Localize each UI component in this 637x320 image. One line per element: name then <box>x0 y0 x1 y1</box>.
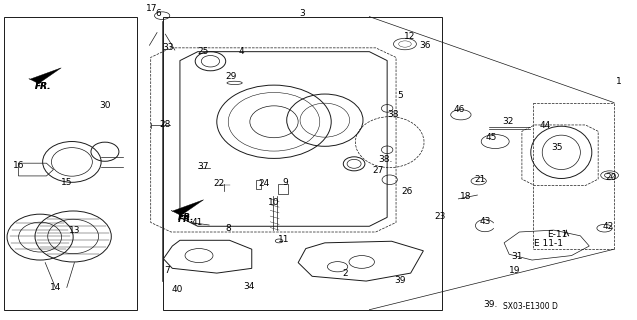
Text: E 11-1: E 11-1 <box>534 239 563 248</box>
Text: 5: 5 <box>397 91 403 100</box>
Text: 10: 10 <box>268 197 280 206</box>
Text: 17: 17 <box>147 4 158 13</box>
Text: 29: 29 <box>225 72 236 81</box>
Text: 46: 46 <box>454 105 465 114</box>
Text: 11: 11 <box>278 235 290 244</box>
Text: 44: 44 <box>539 121 550 130</box>
Text: 25: 25 <box>197 46 208 56</box>
Text: FR.: FR. <box>35 82 52 91</box>
Text: 32: 32 <box>502 117 513 126</box>
Text: 37: 37 <box>197 162 208 171</box>
Bar <box>278 184 288 194</box>
Text: 40: 40 <box>172 285 183 294</box>
Text: 14: 14 <box>50 283 61 292</box>
Text: FR.: FR. <box>177 213 194 222</box>
Bar <box>533 103 614 249</box>
Text: 24: 24 <box>258 179 269 188</box>
Text: 1: 1 <box>615 77 621 86</box>
Text: 39.: 39. <box>483 300 497 308</box>
Text: 4: 4 <box>238 47 244 56</box>
Text: 30: 30 <box>99 101 111 110</box>
Bar <box>163 17 443 310</box>
Text: 33: 33 <box>162 43 175 52</box>
Text: 8: 8 <box>225 224 231 233</box>
Text: 27: 27 <box>373 166 384 175</box>
Text: E-11: E-11 <box>547 230 568 239</box>
Text: 35: 35 <box>552 143 563 152</box>
Text: 45: 45 <box>485 132 497 141</box>
Text: SX03-E1300 D: SX03-E1300 D <box>503 302 558 311</box>
Text: 26: 26 <box>402 188 413 196</box>
Text: 41: 41 <box>192 218 203 227</box>
Text: 2: 2 <box>342 269 348 278</box>
Text: 38: 38 <box>388 110 399 119</box>
Text: 13: 13 <box>69 226 80 235</box>
Bar <box>4 17 138 310</box>
Text: 28: 28 <box>159 120 170 129</box>
Text: FR.: FR. <box>35 82 52 91</box>
Text: 39: 39 <box>394 276 406 285</box>
Text: 23: 23 <box>435 212 447 220</box>
Text: 42: 42 <box>603 222 614 231</box>
Text: 43: 43 <box>480 217 490 226</box>
Text: 16: 16 <box>13 161 24 170</box>
Text: 36: 36 <box>420 41 431 50</box>
Polygon shape <box>29 68 61 84</box>
Text: 18: 18 <box>460 192 472 201</box>
Text: 31: 31 <box>511 252 522 261</box>
Text: 7: 7 <box>164 266 170 276</box>
Text: 22: 22 <box>214 179 225 188</box>
Text: 21: 21 <box>475 175 485 184</box>
Text: 19: 19 <box>508 266 520 276</box>
Text: 15: 15 <box>61 179 73 188</box>
Text: 9: 9 <box>283 178 289 187</box>
Text: 38.: 38. <box>378 155 393 164</box>
Polygon shape <box>171 200 204 216</box>
Text: 12: 12 <box>404 32 416 41</box>
Text: FR.: FR. <box>177 215 194 224</box>
Text: 3: 3 <box>299 9 305 18</box>
Bar <box>256 180 261 189</box>
Text: 20: 20 <box>605 173 617 182</box>
Text: 34: 34 <box>243 282 254 291</box>
Text: 6: 6 <box>155 9 161 18</box>
